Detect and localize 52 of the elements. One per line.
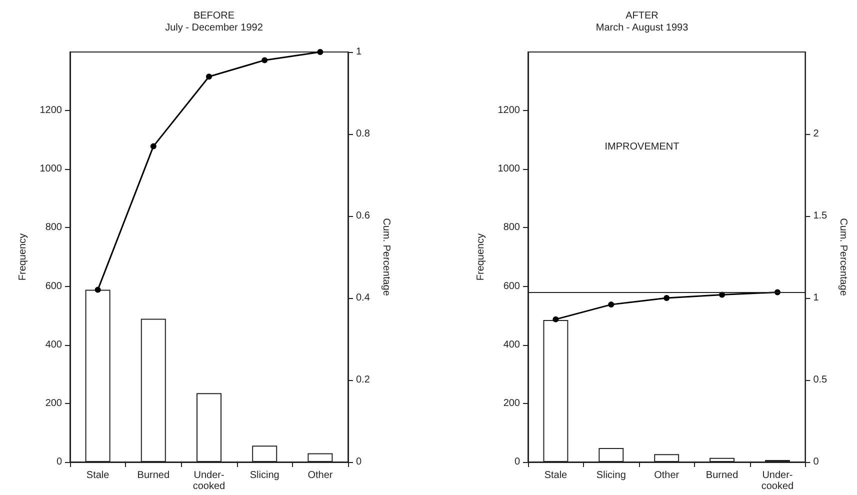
y-tick-label: 1200 (40, 105, 62, 116)
y2-tick-label: 0.4 (356, 292, 370, 304)
annotation: IMPROVEMENT (604, 142, 680, 152)
y-tick-label: 1200 (498, 105, 520, 116)
x-tick-label: Burned (706, 470, 738, 481)
y2-tick-label: 0.8 (356, 128, 370, 140)
point (608, 302, 614, 308)
x-tick-label: Under-cooked (761, 470, 794, 492)
y-tick-label: 200 (503, 398, 520, 409)
chart-subtitle: March - August 1993 (596, 22, 689, 34)
point (317, 49, 324, 55)
point (150, 143, 156, 150)
y2-tick-label: 0 (813, 456, 820, 468)
chart-title: BEFORE (193, 10, 235, 22)
y-tick-label: 0 (56, 456, 62, 468)
y2-axis-title: Cum. Percentage (380, 218, 392, 296)
chart-subtitle: July - December 1992 (165, 22, 264, 34)
x-tick-label: Burned (137, 470, 170, 481)
y-tick-label: 800 (503, 222, 520, 234)
point (94, 286, 101, 293)
y2-tick-label: 1 (356, 46, 362, 58)
point (206, 74, 212, 80)
y-tick-label: 400 (503, 339, 520, 350)
x-tick-label: Stale (544, 470, 568, 481)
x-tick-label: Other (654, 470, 680, 481)
point (552, 316, 559, 322)
y2-tick-label: 1.5 (813, 210, 828, 222)
y-tick-label: 200 (45, 398, 62, 409)
x-tick-label: Slicing (596, 470, 626, 481)
y2-axis-title: Cum. Percentage (838, 218, 848, 296)
y2-tick-label: 0.5 (813, 374, 828, 386)
y-tick-label: 400 (45, 339, 62, 350)
point (664, 295, 670, 301)
y-tick-label: 1000 (498, 164, 520, 175)
x-tick-label: Under-cooked (192, 470, 226, 492)
x-tick-label: Other (308, 470, 334, 481)
point (262, 57, 268, 64)
y-tick-label: 600 (503, 280, 520, 292)
y-tick-label: 1000 (40, 164, 62, 175)
y2-tick-label: 0.2 (356, 374, 370, 386)
y2-tick-label: 0 (356, 456, 362, 468)
x-tick-label: Stale (86, 470, 110, 481)
y-tick-label: 800 (45, 222, 62, 234)
y2-tick-label: 1 (813, 292, 820, 304)
y-axis-title: Frequency (476, 233, 486, 281)
y2-tick-label: 2 (813, 128, 820, 140)
x-tick-label: Slicing (250, 470, 280, 481)
y-tick-label: 0 (514, 456, 520, 468)
y-tick-label: 600 (45, 280, 62, 292)
y-axis-title: Frequency (18, 233, 28, 281)
chart-title: AFTER (626, 10, 658, 22)
y2-tick-label: 0.6 (356, 210, 370, 222)
